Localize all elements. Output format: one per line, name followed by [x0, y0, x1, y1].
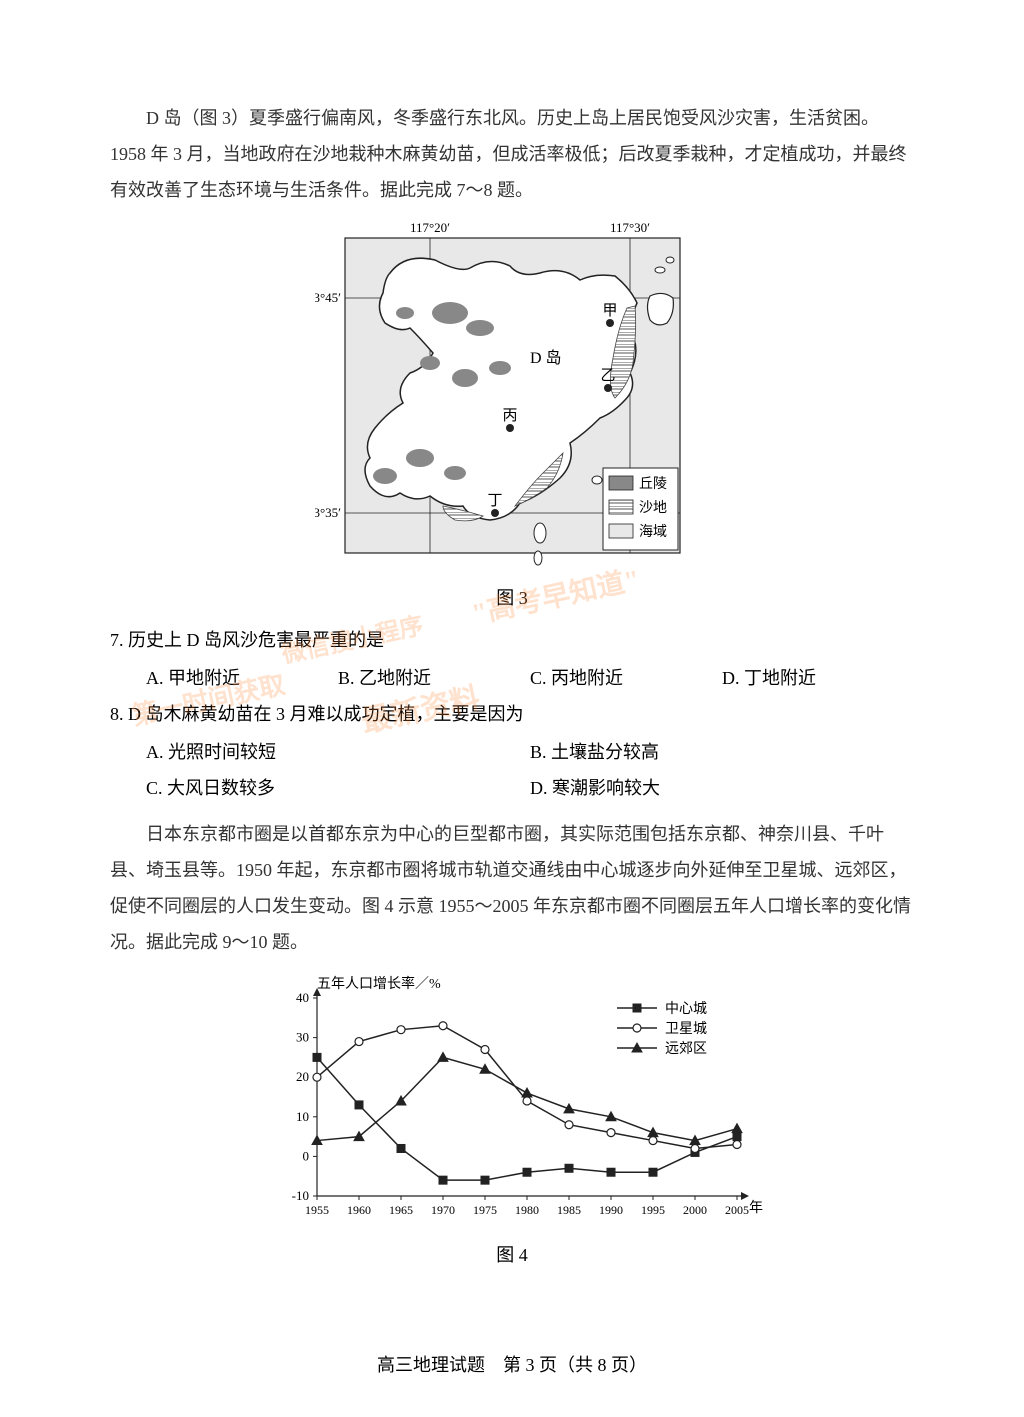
- legend-1: 沙地: [639, 500, 667, 516]
- q8-opt-d: D. 寒潮影响较大: [530, 770, 914, 806]
- q7-stem: 7. 历史上 D 岛风沙危害最严重的是: [110, 622, 914, 658]
- svg-text:1980: 1980: [515, 1203, 539, 1217]
- q7-opt-c: C. 丙地附近: [530, 660, 722, 696]
- figure-3-caption: 图 3: [110, 584, 914, 610]
- svg-text:丙: 丙: [502, 408, 517, 424]
- lon-label-1: 117°30′: [609, 220, 649, 235]
- lat-label-1: 23°35′: [315, 505, 341, 520]
- chart-svg: 五年人口增长率／% -10 0 10 20 30 40 1955 1960 1965 1970 19…: [247, 970, 777, 1230]
- svg-text:1985: 1985: [557, 1203, 581, 1217]
- svg-text:1955: 1955: [305, 1203, 329, 1217]
- svg-text:0: 0: [303, 1148, 310, 1163]
- q8-options: A. 光照时间较短 B. 土壤盐分较高 C. 大风日数较多 D. 寒潮影响较大: [110, 734, 914, 806]
- chart-xlabel: 年: [749, 1200, 763, 1216]
- svg-text:1975: 1975: [473, 1203, 497, 1217]
- island-label: D 岛: [530, 349, 562, 367]
- svg-text:30: 30: [296, 1030, 309, 1045]
- q7-opt-a: A. 甲地附近: [146, 660, 338, 696]
- svg-text:1995: 1995: [641, 1203, 665, 1217]
- svg-text:-10: -10: [292, 1188, 309, 1203]
- svg-text:远郊区: 远郊区: [665, 1040, 707, 1057]
- lon-label-0: 117°20′: [409, 220, 449, 235]
- legend-0: 丘陵: [639, 476, 667, 492]
- svg-text:丁: 丁: [487, 493, 502, 509]
- svg-text:10: 10: [296, 1109, 309, 1124]
- svg-text:2005: 2005: [725, 1203, 749, 1217]
- svg-text:40: 40: [296, 990, 309, 1005]
- figure-3: 117°20′ 117°30′ 23°45′ 23°35′ D 岛: [110, 218, 914, 610]
- passage-2: 日本东京都市圈是以首都东京为中心的巨型都市圈，其实际范围包括东京都、神奈川县、千…: [110, 816, 914, 960]
- figure-4-caption: 图 4: [110, 1241, 914, 1267]
- svg-text:1990: 1990: [599, 1203, 623, 1217]
- q8-opt-a: A. 光照时间较短: [146, 734, 530, 770]
- map-svg: 117°20′ 117°30′ 23°45′ 23°35′ D 岛: [315, 218, 710, 573]
- chart-ylabel: 五年人口增长率／%: [317, 975, 441, 992]
- svg-text:1965: 1965: [389, 1203, 413, 1217]
- svg-text:2000: 2000: [683, 1203, 707, 1217]
- figure-4: 五年人口增长率／% -10 0 10 20 30 40 1955 1960 1965 1970 19…: [110, 970, 914, 1267]
- q7-opt-b: B. 乙地附近: [338, 660, 530, 696]
- svg-text:1960: 1960: [347, 1203, 371, 1217]
- page-footer: 高三地理试题 第 3 页（共 8 页）: [0, 1351, 1024, 1377]
- q8-stem: 8. D 岛木麻黄幼苗在 3 月难以成功定植，主要是因为: [110, 696, 914, 732]
- lat-label-0: 23°45′: [315, 290, 341, 305]
- q7-opt-d: D. 丁地附近: [722, 660, 914, 696]
- q7-options: A. 甲地附近 B. 乙地附近 C. 丙地附近 D. 丁地附近: [110, 660, 914, 696]
- legend-2: 海域: [639, 524, 667, 540]
- svg-text:1970: 1970: [431, 1203, 455, 1217]
- passage-1: D 岛（图 3）夏季盛行偏南风，冬季盛行东北风。历史上岛上居民饱受风沙灾害，生活…: [110, 100, 914, 208]
- q8-opt-c: C. 大风日数较多: [146, 770, 530, 806]
- svg-text:中心城: 中心城: [665, 1001, 707, 1017]
- svg-text:甲: 甲: [602, 303, 617, 319]
- svg-text:卫星城: 卫星城: [665, 1021, 707, 1037]
- svg-text:乙: 乙: [600, 368, 615, 384]
- svg-text:20: 20: [296, 1069, 309, 1084]
- q8-opt-b: B. 土壤盐分较高: [530, 734, 914, 770]
